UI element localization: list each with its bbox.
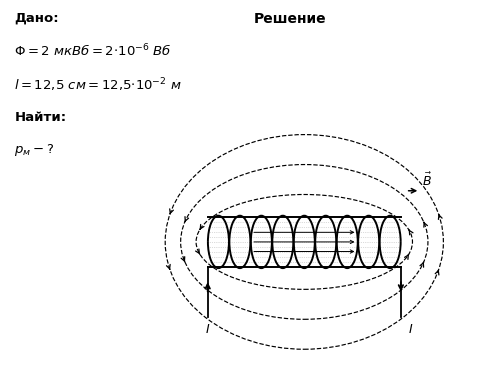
- Text: Найти:: Найти:: [14, 111, 67, 124]
- Text: $l = 12{,}5\ \mathit{см} = 12{,}5{\cdot}10^{-2}\ \mathit{м}$: $l = 12{,}5\ \mathit{см} = 12{,}5{\cdot}…: [14, 77, 182, 94]
- Text: $p_м - ?$: $p_м - ?$: [14, 142, 55, 158]
- Text: $\Phi = 2\ \mathit{мкВб} = 2{\cdot}10^{-6}\ \mathit{Вб}$: $\Phi = 2\ \mathit{мкВб} = 2{\cdot}10^{-…: [14, 42, 172, 59]
- Text: Дано:: Дано:: [14, 12, 59, 25]
- Text: $\vec{B}$: $\vec{B}$: [422, 172, 431, 189]
- Text: Решение: Решение: [254, 12, 326, 25]
- Text: $I$: $I$: [205, 323, 211, 336]
- Text: $I$: $I$: [408, 323, 413, 336]
